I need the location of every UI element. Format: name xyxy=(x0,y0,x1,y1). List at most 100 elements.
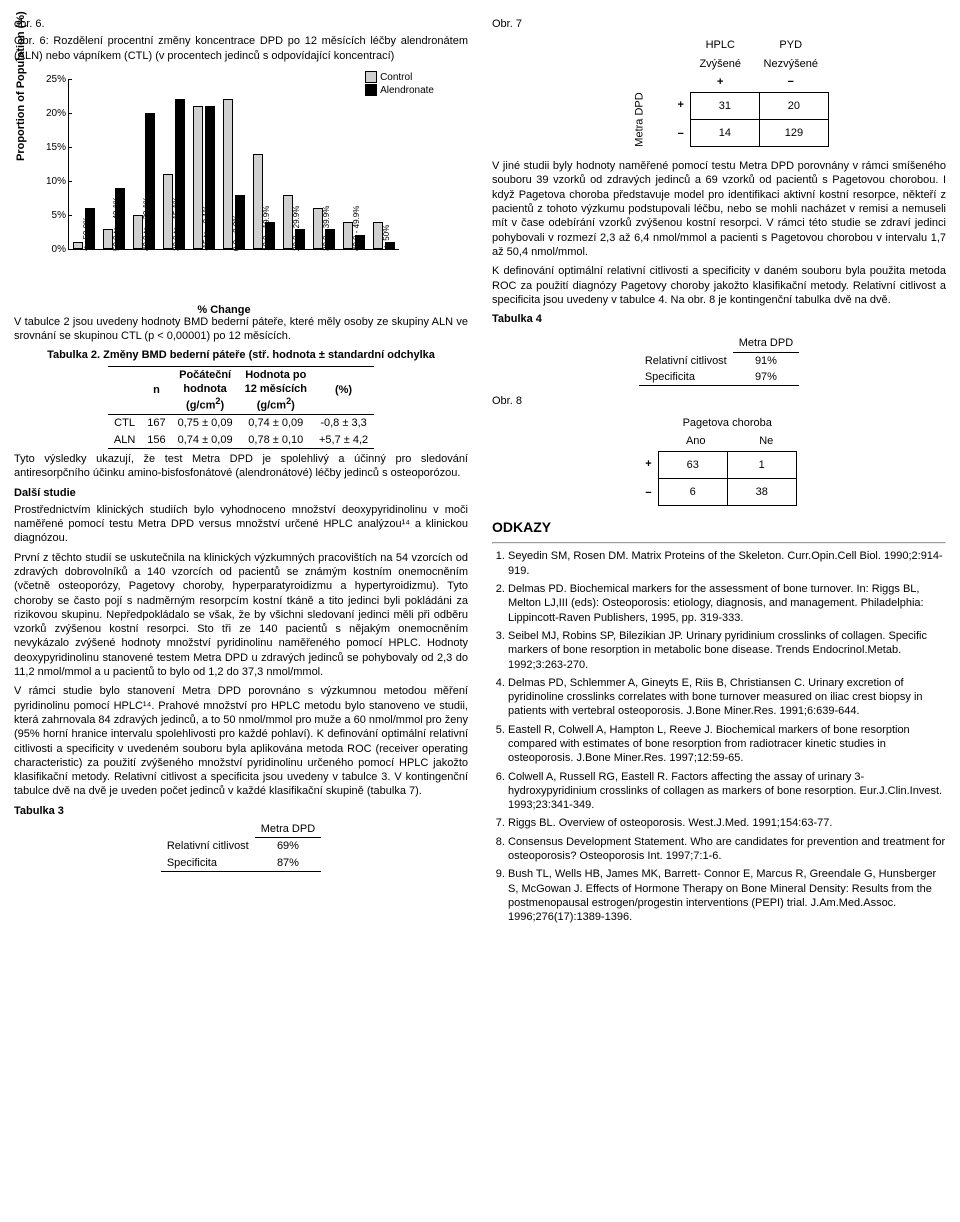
chart-x-tick: 30.0 to - 15.1% xyxy=(172,221,182,251)
chart-x-tick: 40.0 - 49.9% xyxy=(352,221,362,251)
cell: + xyxy=(690,74,751,90)
tab2-h-12m: Hodnota po12 měsících(g/cm2) xyxy=(239,366,313,415)
cell: ALN xyxy=(108,432,141,449)
tab4-header: Metra DPD xyxy=(733,335,799,352)
dalsi-para-2: První z těchto studií se uskutečnila na … xyxy=(14,551,468,680)
chart-x-tick: ≥ 50% xyxy=(382,221,392,251)
chart-x-label: % Change xyxy=(14,303,434,317)
cell: PYD xyxy=(753,37,829,53)
cell: 167 xyxy=(141,415,171,432)
cell: +5,7 ± 4,2 xyxy=(313,432,374,449)
cell: 0,78 ± 0,10 xyxy=(239,432,313,449)
references-list: Seyedin SM, Rosen DM. Matrix Proteins of… xyxy=(492,549,946,924)
table-row: Specificita87% xyxy=(161,855,321,872)
chart-y-tick: 25% xyxy=(44,73,66,86)
cell: Specificita xyxy=(639,369,733,386)
tab2-intro: V tabulce 2 jsou uvedeny hodnoty BMD bed… xyxy=(14,315,468,344)
cell: 6 xyxy=(658,479,727,506)
tab2-h-pct: (%) xyxy=(313,366,374,415)
table-row: n Počátečníhodnota(g/cm2) Hodnota po12 m… xyxy=(108,366,374,415)
matrix-inner: 631 638 xyxy=(658,451,797,506)
cell: 1 xyxy=(727,452,796,479)
chart-y-tick: 10% xyxy=(44,175,66,188)
fig6-label: obr. 6. xyxy=(14,17,468,31)
chart-x-tick: 10.0 - 19.9% xyxy=(262,221,272,251)
chart-y-tick: 0% xyxy=(44,243,66,256)
cell: Nezvýšené xyxy=(753,56,829,72)
cell: 97% xyxy=(733,369,799,386)
cell: 0,75 ± 0,09 xyxy=(172,415,239,432)
table-row: Specificita97% xyxy=(639,369,799,386)
tab3-title: Tabulka 3 xyxy=(14,804,468,818)
dalsi-para-3: V rámci studie bylo stanovení Metra DPD … xyxy=(14,684,468,798)
chart-x-tick: 20.0 - 29.9% xyxy=(292,221,302,251)
table-3: Metra DPD Relativní citlivost69% Specifi… xyxy=(161,821,321,872)
left-column: obr. 6. Obr. 6: Rozdělení procentní změn… xyxy=(14,14,468,929)
chart-y-label: Proportion of Population (%) xyxy=(14,11,28,161)
cell: CTL xyxy=(108,415,141,432)
chart-y-tick: 5% xyxy=(44,209,66,222)
reference-item: Consensus Development Statement. Who are… xyxy=(508,835,946,864)
fig7-matrix: HPLCPYD ZvýšenéNezvýšené +− Metra DPD + … xyxy=(607,35,831,149)
chart-x-tick: < −50.0% xyxy=(82,221,92,251)
reference-item: Bush TL, Wells HB, James MK, Barrett- Co… xyxy=(508,867,946,924)
tab4-title: Tabulka 4 xyxy=(492,312,946,326)
reference-item: Delmas PD, Schlemmer A, Gineyts E, Riis … xyxy=(508,676,946,719)
tab3-header: Metra DPD xyxy=(255,821,321,838)
chart-y-tick: 15% xyxy=(44,141,66,154)
dalsi-para-1: Prostřednictvím klinických studiích bylo… xyxy=(14,503,468,546)
right-column: Obr. 7 HPLCPYD ZvýšenéNezvýšené +− Metra… xyxy=(492,14,946,929)
table-2: n Počátečníhodnota(g/cm2) Hodnota po12 m… xyxy=(108,366,374,449)
cell: Ano xyxy=(658,433,734,449)
cell: 91% xyxy=(733,352,799,369)
reference-item: Colwell A, Russell RG, Eastell R. Factor… xyxy=(508,770,946,813)
table-row: CTL 167 0,75 ± 0,09 0,74 ± 0,09 -0,8 ± 3… xyxy=(108,415,374,432)
cell: + xyxy=(673,92,687,119)
cell: + xyxy=(641,451,655,478)
cell: Ne xyxy=(736,433,797,449)
cell: − xyxy=(641,480,655,507)
cell: 0,74 ± 0,09 xyxy=(172,432,239,449)
right-para-1: V jiné studii byly hodnoty naměřené pomo… xyxy=(492,159,946,259)
table-row: Relativní citlivost91% xyxy=(639,352,799,369)
cell: HPLC xyxy=(690,37,751,53)
cell: 14 xyxy=(690,120,759,147)
reference-item: Delmas PD. Biochemical markers for the a… xyxy=(508,582,946,625)
matrix-row-label: Metra DPD xyxy=(613,88,668,150)
chart-x-tick: -15 to - 0.1% xyxy=(202,221,212,251)
fig8-matrix: Pagetova choroba AnoNe + 631 638 − xyxy=(639,413,798,509)
cell: − xyxy=(753,74,829,90)
chart-y-tick: 20% xyxy=(44,107,66,120)
dalsi-studie-heading: Další studie xyxy=(14,486,468,500)
fig6-chart: Control Alendronate Proportion of Popula… xyxy=(14,71,434,311)
table-row: Relativní citlivost69% xyxy=(161,838,321,855)
cell: Specificita xyxy=(161,855,255,872)
reference-item: Seibel MJ, Robins SP, Bilezikian JP. Uri… xyxy=(508,629,946,672)
cell: Pagetova choroba xyxy=(658,415,797,431)
cell: 156 xyxy=(141,432,171,449)
cell: − xyxy=(673,121,687,148)
chart-x-tick: 40.0 to - 30.1% xyxy=(142,221,152,251)
reference-item: Seyedin SM, Rosen DM. Matrix Proteins of… xyxy=(508,549,946,578)
chart-x-tick: 30.0 - 39.9% xyxy=(322,221,332,251)
cell: 0,74 ± 0,09 xyxy=(239,415,313,432)
cell: 31 xyxy=(690,93,759,120)
table-4: Metra DPD Relativní citlivost91% Specifi… xyxy=(639,335,799,386)
tab2-h-n: n xyxy=(141,366,171,415)
reference-item: Eastell R, Colwell A, Hampton L, Reeve J… xyxy=(508,723,946,766)
tab2-title: Tabulka 2. Změny BMD bederní páteře (stř… xyxy=(14,348,468,362)
cell: 69% xyxy=(255,838,321,855)
cell: -0,8 ± 3,3 xyxy=(313,415,374,432)
cell: Zvýšené xyxy=(690,56,751,72)
right-para-2: K definování optimální relativní citlivo… xyxy=(492,264,946,307)
cell: 129 xyxy=(759,120,828,147)
fig8-label: Obr. 8 xyxy=(492,394,946,408)
fig6-caption: Obr. 6: Rozdělení procentní změny koncen… xyxy=(14,34,468,63)
cell: 63 xyxy=(658,452,727,479)
chart-x-tick: 0.0 - 9.9% xyxy=(232,221,242,251)
references-heading: ODKAZY xyxy=(492,518,946,536)
cell: 87% xyxy=(255,855,321,872)
tab2-h-init: Počátečníhodnota(g/cm2) xyxy=(172,366,239,415)
cell: 20 xyxy=(759,93,828,120)
cell: 38 xyxy=(727,479,796,506)
